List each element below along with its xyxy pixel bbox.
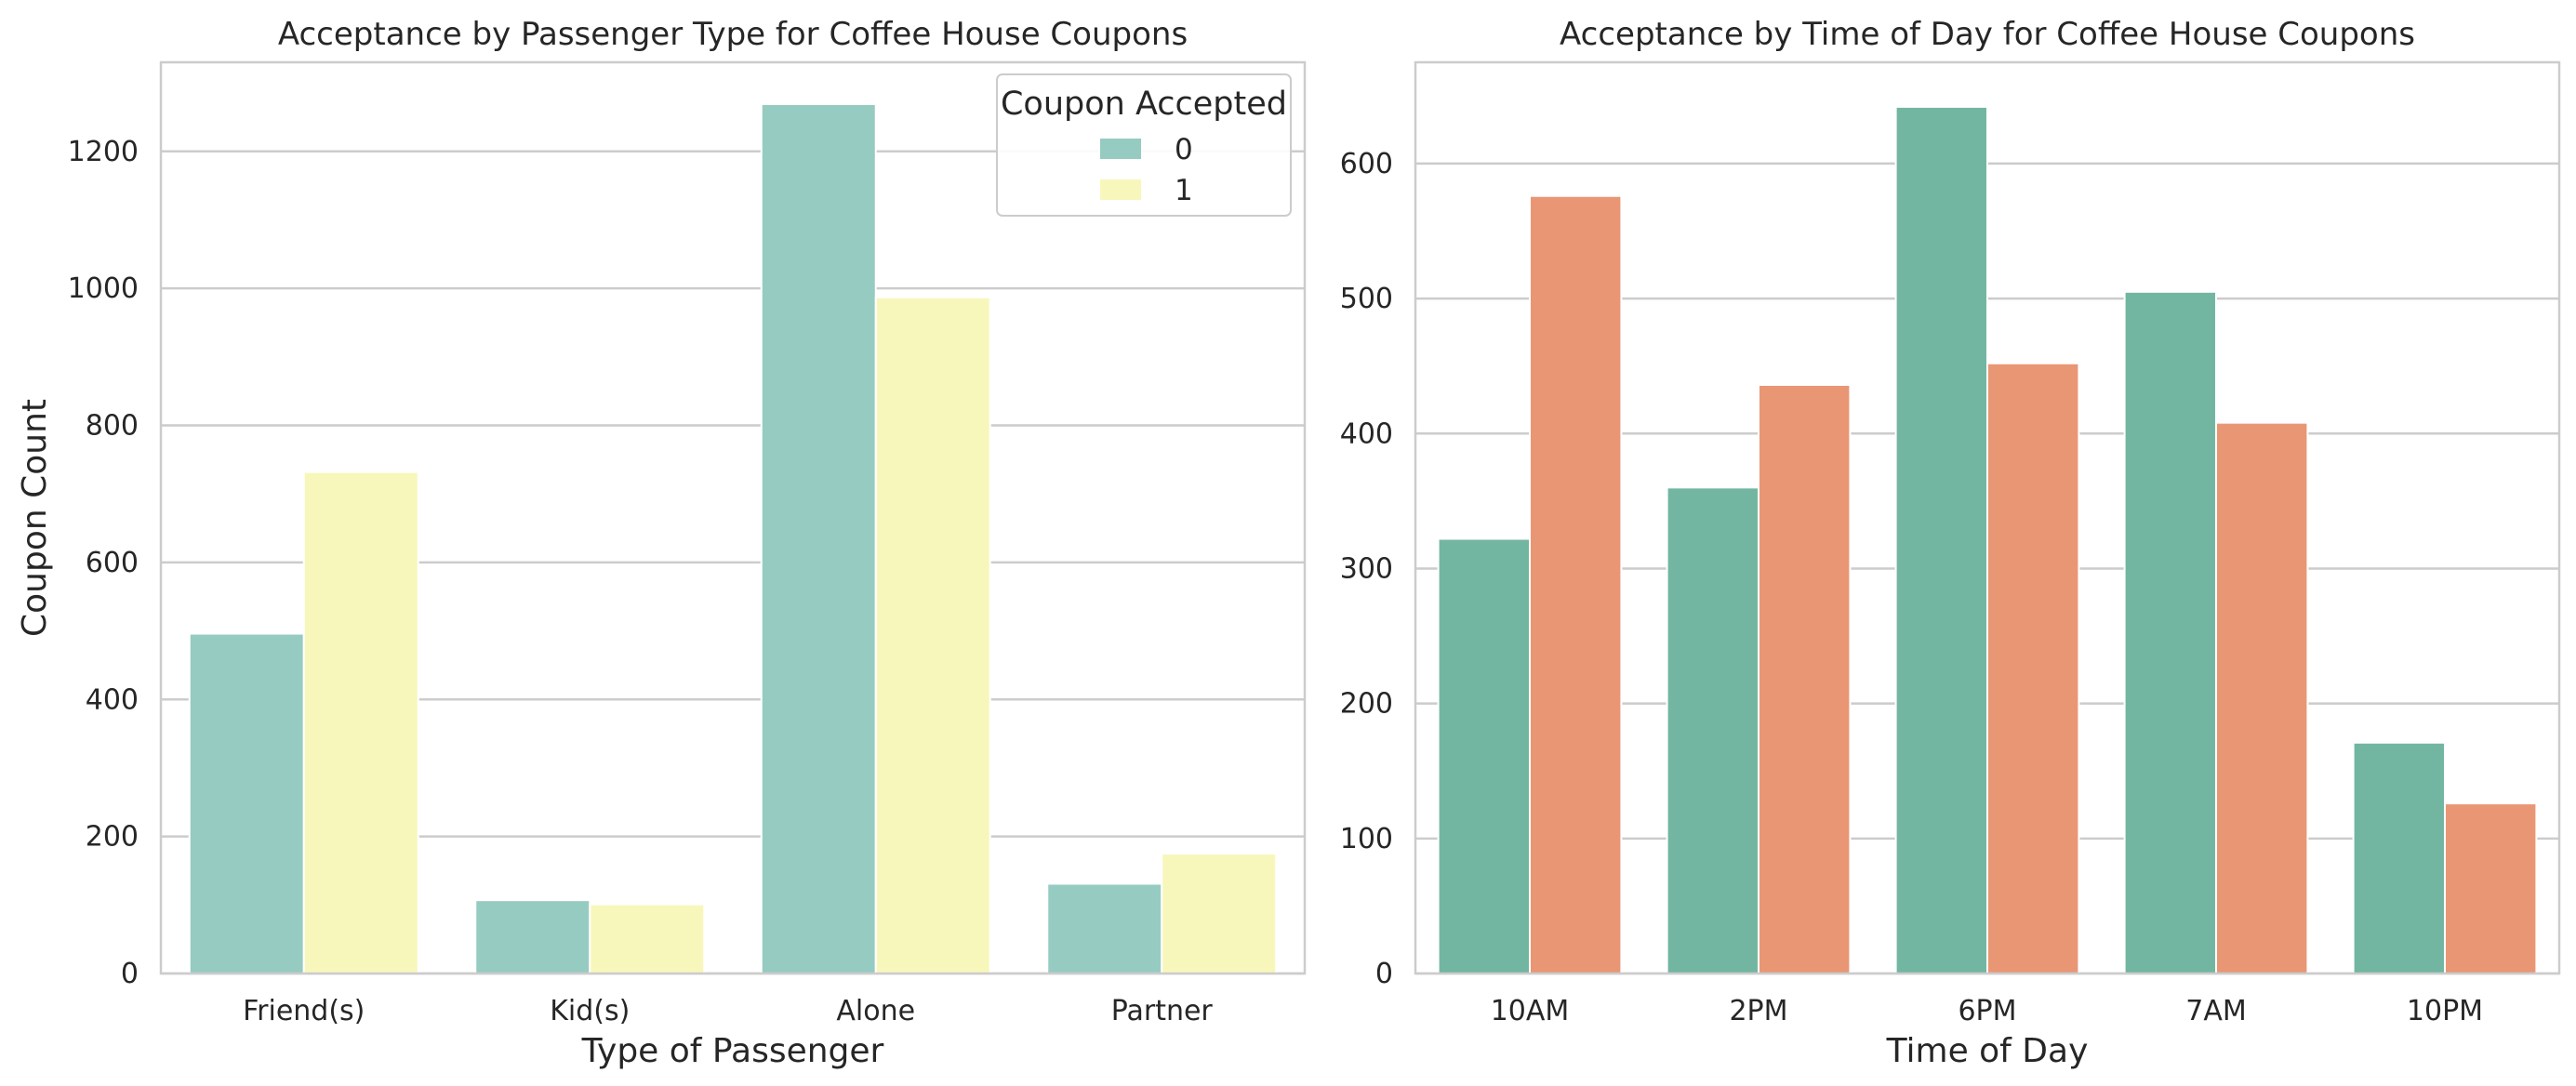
time-of-day-y-tick-label: 100 (1340, 823, 1393, 855)
passenger-chart-y-ticks: 0 200 400 600 800 1000 1200 (68, 136, 139, 990)
time-of-day-x-tick-label: 10PM (2407, 995, 2483, 1027)
passenger-x-tick-label: Alone (836, 995, 915, 1027)
time-of-day-bar-3-1 (2215, 421, 2309, 974)
legend-label-0: 0 (1175, 133, 1193, 166)
passenger-chart: Acceptance by Passenger Type for Coffee … (16, 16, 1307, 1070)
time-of-day-chart-y-ticks: 0 100 200 300 400 500 600 (1340, 148, 1393, 990)
passenger-bar-3-0 (1046, 882, 1163, 975)
passenger-chart-x-ticks: Friend(s) Kid(s) Alone Partner (243, 995, 1213, 1027)
time-of-day-bar-3-0 (2123, 290, 2218, 974)
time-of-day-bar-0-0 (1437, 537, 1531, 975)
time-of-day-x-tick-label: 6PM (1958, 995, 2016, 1027)
time-of-day-chart-x-ticks: 10AM 2PM 6PM 7AM 10PM (1491, 995, 2483, 1027)
time-of-day-chart-frame (1414, 60, 2561, 975)
legend-box (996, 73, 1292, 217)
passenger-y-tick-label: 400 (86, 683, 139, 716)
time-of-day-x-tick-label: 2PM (1729, 995, 1787, 1027)
time-of-day-chart-x-label: Time of Day (1886, 1032, 2089, 1070)
passenger-y-tick-label: 800 (86, 410, 139, 443)
passenger-chart-y-label: Coupon Count (16, 399, 54, 637)
time-of-day-bar-1-0 (1666, 486, 1759, 974)
time-of-day-y-tick-label: 400 (1340, 417, 1393, 450)
legend-swatch-1 (1100, 179, 1141, 200)
time-of-day-x-tick-label: 10AM (1491, 995, 1570, 1027)
passenger-bar-0-1 (302, 470, 419, 974)
legend-label-1: 1 (1175, 174, 1193, 207)
time-of-day-y-tick-label: 300 (1340, 552, 1393, 585)
time-of-day-bar-0-1 (1529, 194, 1623, 974)
passenger-chart-x-label: Type of Passenger (581, 1032, 884, 1070)
time-of-day-y-tick-label: 200 (1340, 688, 1393, 721)
passenger-bar-0-0 (188, 632, 305, 974)
time-of-day-x-tick-label: 7AM (2185, 995, 2247, 1027)
passenger-x-tick-label: Kid(s) (550, 995, 630, 1027)
time-of-day-y-tick-label: 500 (1340, 283, 1393, 315)
time-of-day-bar-2-1 (1986, 362, 2080, 975)
time-of-day-chart-title: Acceptance by Time of Day for Coffee Hou… (1560, 16, 2415, 53)
passenger-bar-1-0 (474, 899, 591, 974)
passenger-bar-1-1 (589, 903, 706, 974)
passenger-y-tick-label: 600 (86, 547, 139, 579)
passenger-bar-2-1 (874, 296, 991, 975)
time-of-day-y-tick-label: 0 (1375, 958, 1393, 990)
legend-title: Coupon Accepted (1001, 86, 1287, 123)
time-of-day-chart: Acceptance by Time of Day for Coffee Hou… (1340, 16, 2561, 1070)
time-of-day-bar-4-1 (2444, 802, 2538, 974)
passenger-y-tick-label: 200 (86, 821, 139, 854)
passenger-y-tick-label: 1000 (68, 272, 139, 305)
time-of-day-y-tick-label: 600 (1340, 148, 1393, 180)
legend-swatch-0 (1100, 139, 1141, 159)
time-of-day-bar-1-1 (1758, 383, 1852, 974)
passenger-y-tick-label: 1200 (68, 136, 139, 168)
legend: Coupon Accepted 0 1 (996, 73, 1292, 217)
time-of-day-bar-2-0 (1894, 105, 1988, 974)
passenger-x-tick-label: Partner (1111, 995, 1214, 1027)
passenger-bar-3-1 (1161, 853, 1278, 974)
passenger-bar-2-0 (760, 102, 877, 974)
time-of-day-chart-bars (1437, 105, 2538, 975)
passenger-chart-title: Acceptance by Passenger Type for Coffee … (278, 16, 1188, 53)
passenger-chart-frame (159, 60, 1307, 975)
passenger-y-tick-label: 0 (121, 958, 139, 990)
time-of-day-bar-4-0 (2352, 741, 2447, 974)
passenger-x-tick-label: Friend(s) (243, 995, 365, 1027)
passenger-chart-bars (188, 102, 1278, 975)
